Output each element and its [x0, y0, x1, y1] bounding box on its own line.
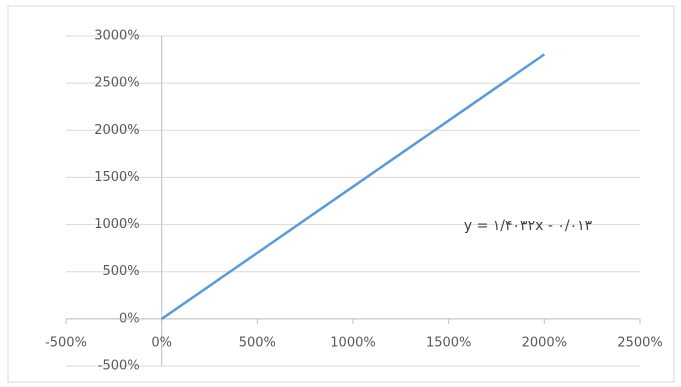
- trendline-equation: y = ۱/۴۰۳۲x - ۰/۰۱۳: [464, 218, 593, 234]
- y-tick-label: -500%: [98, 359, 140, 374]
- y-tick-label: 1000%: [94, 217, 139, 232]
- x-tick-label: 1500%: [426, 335, 471, 350]
- y-tick-label: 1500%: [94, 170, 139, 185]
- x-tick-label: 2500%: [617, 335, 662, 350]
- y-tick-label: 500%: [102, 264, 139, 279]
- x-tick-label: -500%: [45, 335, 87, 350]
- x-tick-label: 2000%: [522, 335, 567, 350]
- y-tick-label: 2500%: [94, 76, 139, 91]
- x-tick-label: 1000%: [330, 335, 375, 350]
- y-tick-label: 3000%: [94, 29, 139, 44]
- y-tick-label: 2000%: [94, 123, 139, 138]
- x-tick-label: 0%: [151, 335, 172, 350]
- chart: -500% 0% 500% 1000% 1500% 2000% 2500% 3000% -500…: [0, 0, 681, 387]
- x-tick-label: 500%: [239, 335, 276, 350]
